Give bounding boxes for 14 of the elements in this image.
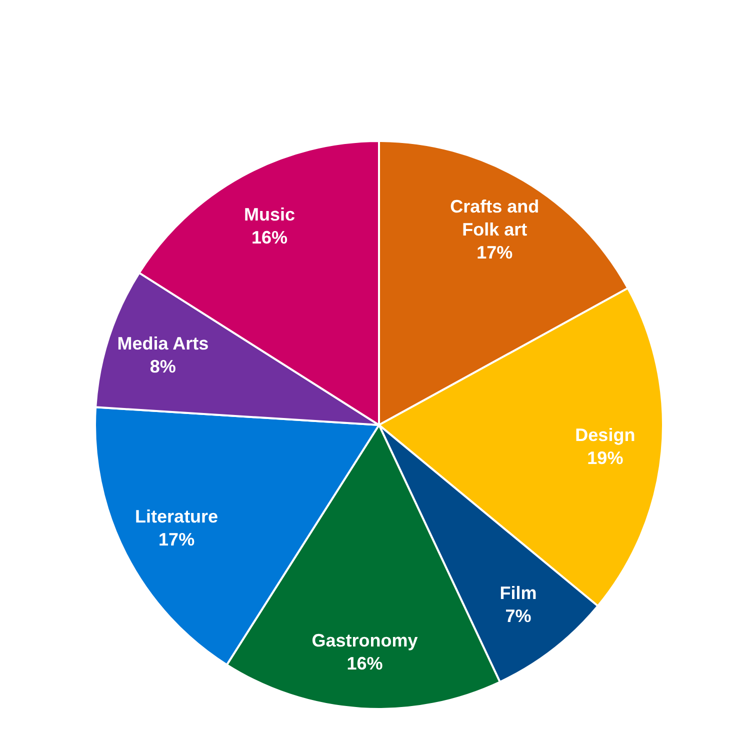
slice-label: Crafts and Folk art: [450, 196, 540, 240]
data-label: 17%: [476, 242, 513, 262]
data-label: 16%: [346, 653, 383, 674]
slice-label: Music: [244, 204, 296, 224]
data-label: 7%: [505, 606, 532, 626]
slice-label: Media Arts: [117, 333, 209, 354]
data-label: 8%: [150, 356, 176, 376]
slice-label: Film: [500, 583, 537, 604]
slice-label: Gastronomy: [312, 630, 418, 650]
slice-label: Design: [575, 424, 636, 445]
data-label: 16%: [252, 227, 288, 248]
data-label: 17%: [158, 530, 195, 550]
slice-label: Literature: [135, 506, 218, 527]
data-label: 19%: [587, 448, 624, 468]
